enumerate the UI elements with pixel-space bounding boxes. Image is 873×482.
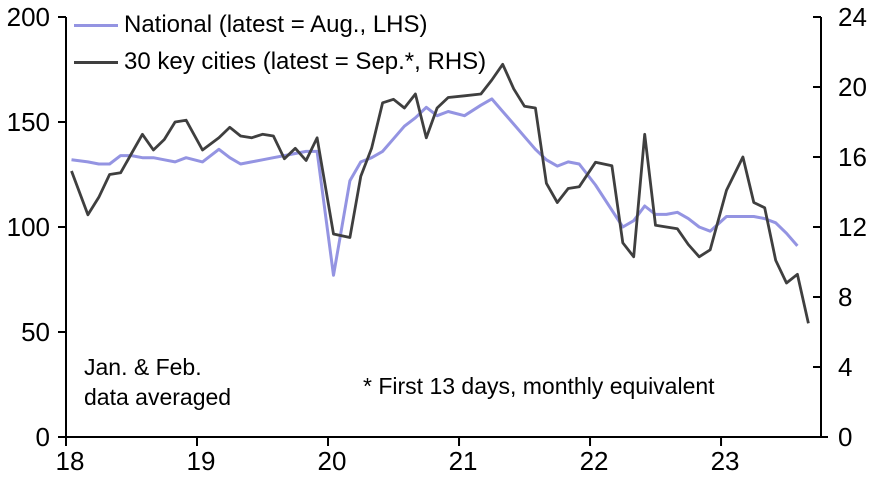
series-line-national <box>71 97 799 277</box>
x-axis-tick-label: 22 <box>580 446 609 476</box>
right-axis-tick-label: 24 <box>838 2 867 32</box>
right-axis-tick-label: 8 <box>838 282 852 312</box>
x-axis-tick-label: 23 <box>711 446 740 476</box>
x-axis-tick-label: 19 <box>187 446 216 476</box>
legend-label-30-key-cities: 30 key cities (latest = Sep.*, RHS) <box>124 48 487 75</box>
x-axis-tick-label: 21 <box>449 446 478 476</box>
data-averaged-note-line1: Jan. & Feb. <box>84 354 202 380</box>
right-axis-tick-label: 0 <box>838 422 852 452</box>
right-axis-tick-label: 20 <box>838 72 867 102</box>
right-axis-tick-label: 16 <box>838 142 867 172</box>
data-averaged-note-line2: data averaged <box>84 384 232 410</box>
legend-item-national: National (latest = Aug., LHS) <box>74 8 486 42</box>
x-axis-tick-label: 20 <box>318 446 347 476</box>
footnote: * First 13 days, monthly equivalent <box>363 373 715 399</box>
legend-label-national: National (latest = Aug., LHS) <box>124 11 428 38</box>
right-axis-tick-label: 4 <box>838 352 852 382</box>
left-axis-tick-label: 150 <box>7 107 50 137</box>
legend-item-30-key-cities: 30 key cities (latest = Sep.*, RHS) <box>74 45 486 79</box>
data-averaged-note: Jan. & Feb. data averaged <box>84 352 231 412</box>
national-line-swatch <box>74 23 118 27</box>
series-line-30-key-cities <box>70 62 810 324</box>
legend: National (latest = Aug., LHS) 30 key cit… <box>74 8 486 79</box>
cities-line-swatch <box>74 60 118 64</box>
left-axis-tick-label: 50 <box>21 317 50 347</box>
right-axis-tick-label: 12 <box>838 212 867 242</box>
left-axis-tick-label: 200 <box>7 2 50 32</box>
left-axis-tick-label: 0 <box>36 422 50 452</box>
x-axis-tick-label: 18 <box>56 446 85 476</box>
left-axis-tick-label: 100 <box>7 212 50 242</box>
